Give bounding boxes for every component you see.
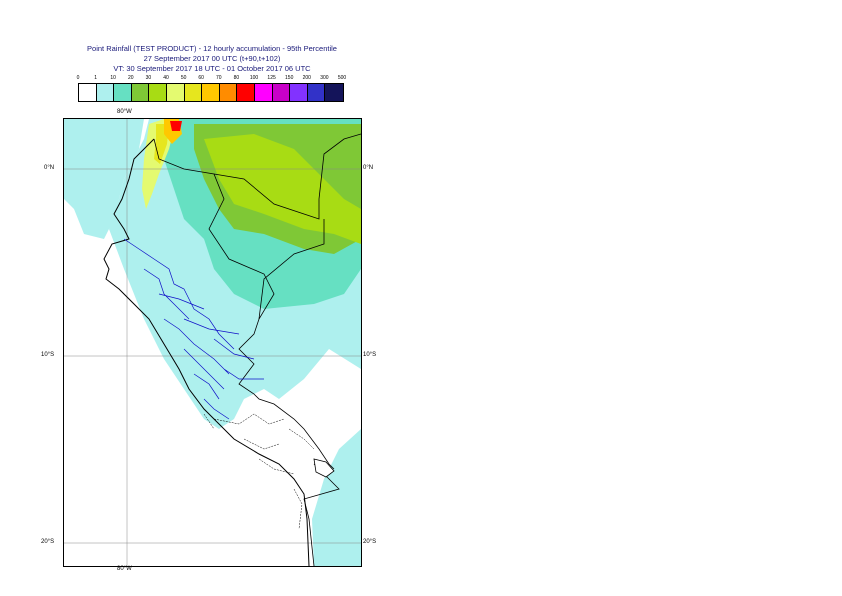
legend-swatch <box>202 84 220 101</box>
legend-label: 300 <box>320 75 329 81</box>
legend-swatch <box>237 84 255 101</box>
legend-label: 10 <box>110 75 116 81</box>
lat-label-0-right: 0°N <box>363 165 374 171</box>
legend-label: 200 <box>302 75 311 81</box>
legend-swatch <box>272 84 291 101</box>
lat-label-10-right: 10°S <box>363 352 377 358</box>
legend-swatch <box>149 84 167 101</box>
legend-label: 70 <box>216 75 222 81</box>
lat-label-20-left: 20°S <box>41 539 55 545</box>
legend-label: 30 <box>145 75 152 81</box>
lake-titicaca <box>313 458 335 478</box>
legend-label: 1 <box>94 75 97 81</box>
legend-label: 150 <box>285 75 294 81</box>
legend-label: 40 <box>163 75 169 81</box>
rain-area-1mm-offshore <box>64 119 144 239</box>
coastline <box>103 138 310 566</box>
legend-swatch <box>166 84 185 101</box>
lat-label-20-right: 20°S <box>363 539 377 545</box>
province-boundaries <box>203 413 315 530</box>
legend-swatch <box>307 84 326 101</box>
valid-time: VT: 30 September 2017 18 UTC - 01 Octobe… <box>113 64 311 73</box>
legend-swatch <box>79 84 97 101</box>
legend-label: 20 <box>128 75 134 81</box>
legend-label: 80 <box>233 75 240 81</box>
map-title: Point Rainfall (TEST PRODUCT) - 12 hourl… <box>87 44 337 53</box>
legend-label: 500 <box>337 75 347 81</box>
legend-label: 60 <box>198 75 204 81</box>
legend-label: 50 <box>180 75 187 81</box>
legend-swatch <box>290 84 308 101</box>
country-border <box>153 138 335 470</box>
map-canvas <box>64 119 361 566</box>
legend-labels: 0 1 10 20 30 40 50 60 70 80 100 125 150 200 300 500 <box>70 75 360 83</box>
legend-label: 100 <box>249 75 259 81</box>
legend-swatch <box>184 84 203 101</box>
legend-label: 125 <box>267 75 276 81</box>
rain-area-80mm <box>170 121 182 131</box>
legend-swatch <box>96 84 115 101</box>
legend-swatch <box>219 84 238 101</box>
legend-label: 0 <box>76 75 80 81</box>
country-border-north <box>213 133 361 220</box>
country-border-east <box>258 219 325 320</box>
lon-label-top: 80°W <box>117 109 132 115</box>
rainfall-map <box>63 118 362 567</box>
lon-label-bottom: 80°W <box>117 566 132 572</box>
legend-swatch <box>325 84 343 101</box>
region-boundaries <box>123 238 264 420</box>
run-time: 27 September 2017 00 UTC (t+90,t+102) <box>143 54 281 63</box>
legend-swatch <box>131 84 150 101</box>
legend-swatch <box>254 84 273 101</box>
rain-area-30mm <box>204 134 361 244</box>
legend-swatch <box>114 84 132 101</box>
color-legend <box>78 83 344 102</box>
lat-label-10-left: 10°S <box>41 352 55 358</box>
lat-label-0-left: 0°N <box>44 165 55 171</box>
